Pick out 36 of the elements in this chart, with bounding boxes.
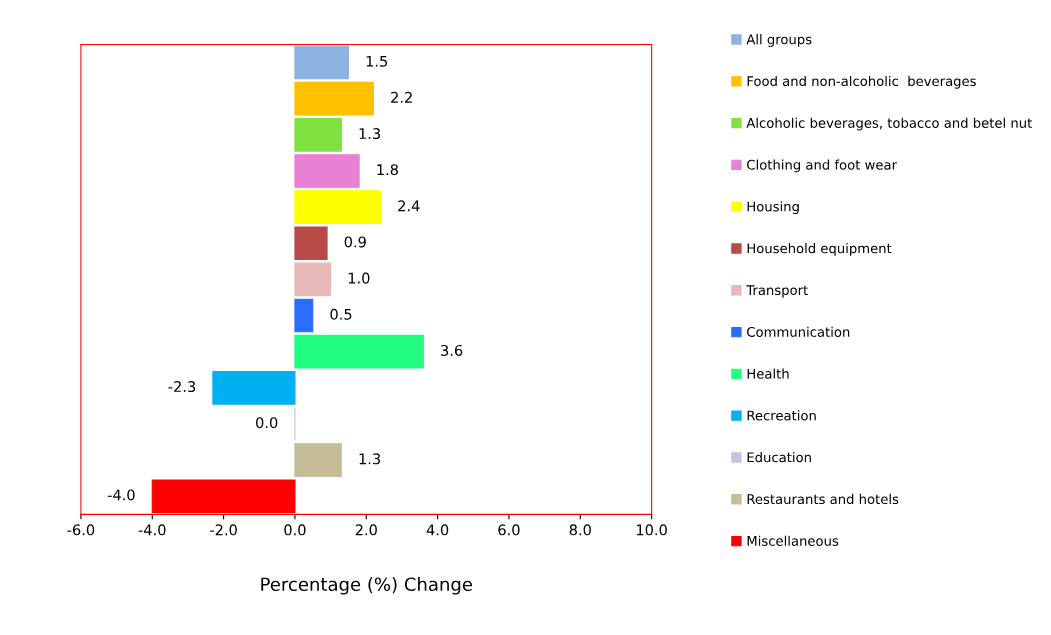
data-label: 0.9 xyxy=(344,236,366,248)
x-tick-label: 10.0 xyxy=(636,524,667,536)
data-label: 2.2 xyxy=(391,91,412,103)
data-label: 1.3 xyxy=(359,128,380,140)
x-tick-label: 6.0 xyxy=(498,524,520,536)
x-tick-label: -2.0 xyxy=(210,524,237,536)
data-label: -4.0 xyxy=(107,489,135,501)
data-label: 2.4 xyxy=(398,200,420,212)
legend-label: Housing xyxy=(747,201,799,215)
x-tick-label: 2.0 xyxy=(355,524,377,536)
legend-label: Clothing and foot wear xyxy=(747,159,897,173)
legend-label: Recreation xyxy=(747,410,816,421)
data-label: -2.3 xyxy=(168,381,196,393)
legend-label: All groups xyxy=(746,34,812,47)
data-label: 3.6 xyxy=(441,344,463,356)
data-label: 1.8 xyxy=(377,164,398,176)
legend-label: Miscellaneous xyxy=(747,535,839,546)
legend-label: Alcoholic beverages, tobacco and betel nut xyxy=(746,117,1032,131)
data-label: 0.5 xyxy=(330,308,352,320)
x-tick-label: -6.0 xyxy=(67,524,95,536)
legend-label: Transport xyxy=(746,285,808,298)
data-label: 1.5 xyxy=(366,55,388,67)
data-label: 1.0 xyxy=(348,272,370,284)
data-label: 0.0 xyxy=(256,417,278,429)
x-tick-label: 4.0 xyxy=(426,524,449,536)
legend-label: Education xyxy=(747,452,811,463)
x-axis-title: Percentage (%) Change xyxy=(261,577,473,595)
legend-label: Health xyxy=(747,368,789,379)
x-tick-label: 0.0 xyxy=(284,524,306,536)
legend-label: Communication xyxy=(747,326,850,337)
legend-label: Household equipment xyxy=(747,243,892,256)
legend-label: Food and non-alcoholic beverages xyxy=(747,75,976,89)
x-tick-label: 8.0 xyxy=(569,524,591,536)
legend-label: Restaurants and hotels xyxy=(747,493,899,505)
data-label: 1.3 xyxy=(359,453,380,465)
x-tick-label: -4.0 xyxy=(138,524,166,536)
